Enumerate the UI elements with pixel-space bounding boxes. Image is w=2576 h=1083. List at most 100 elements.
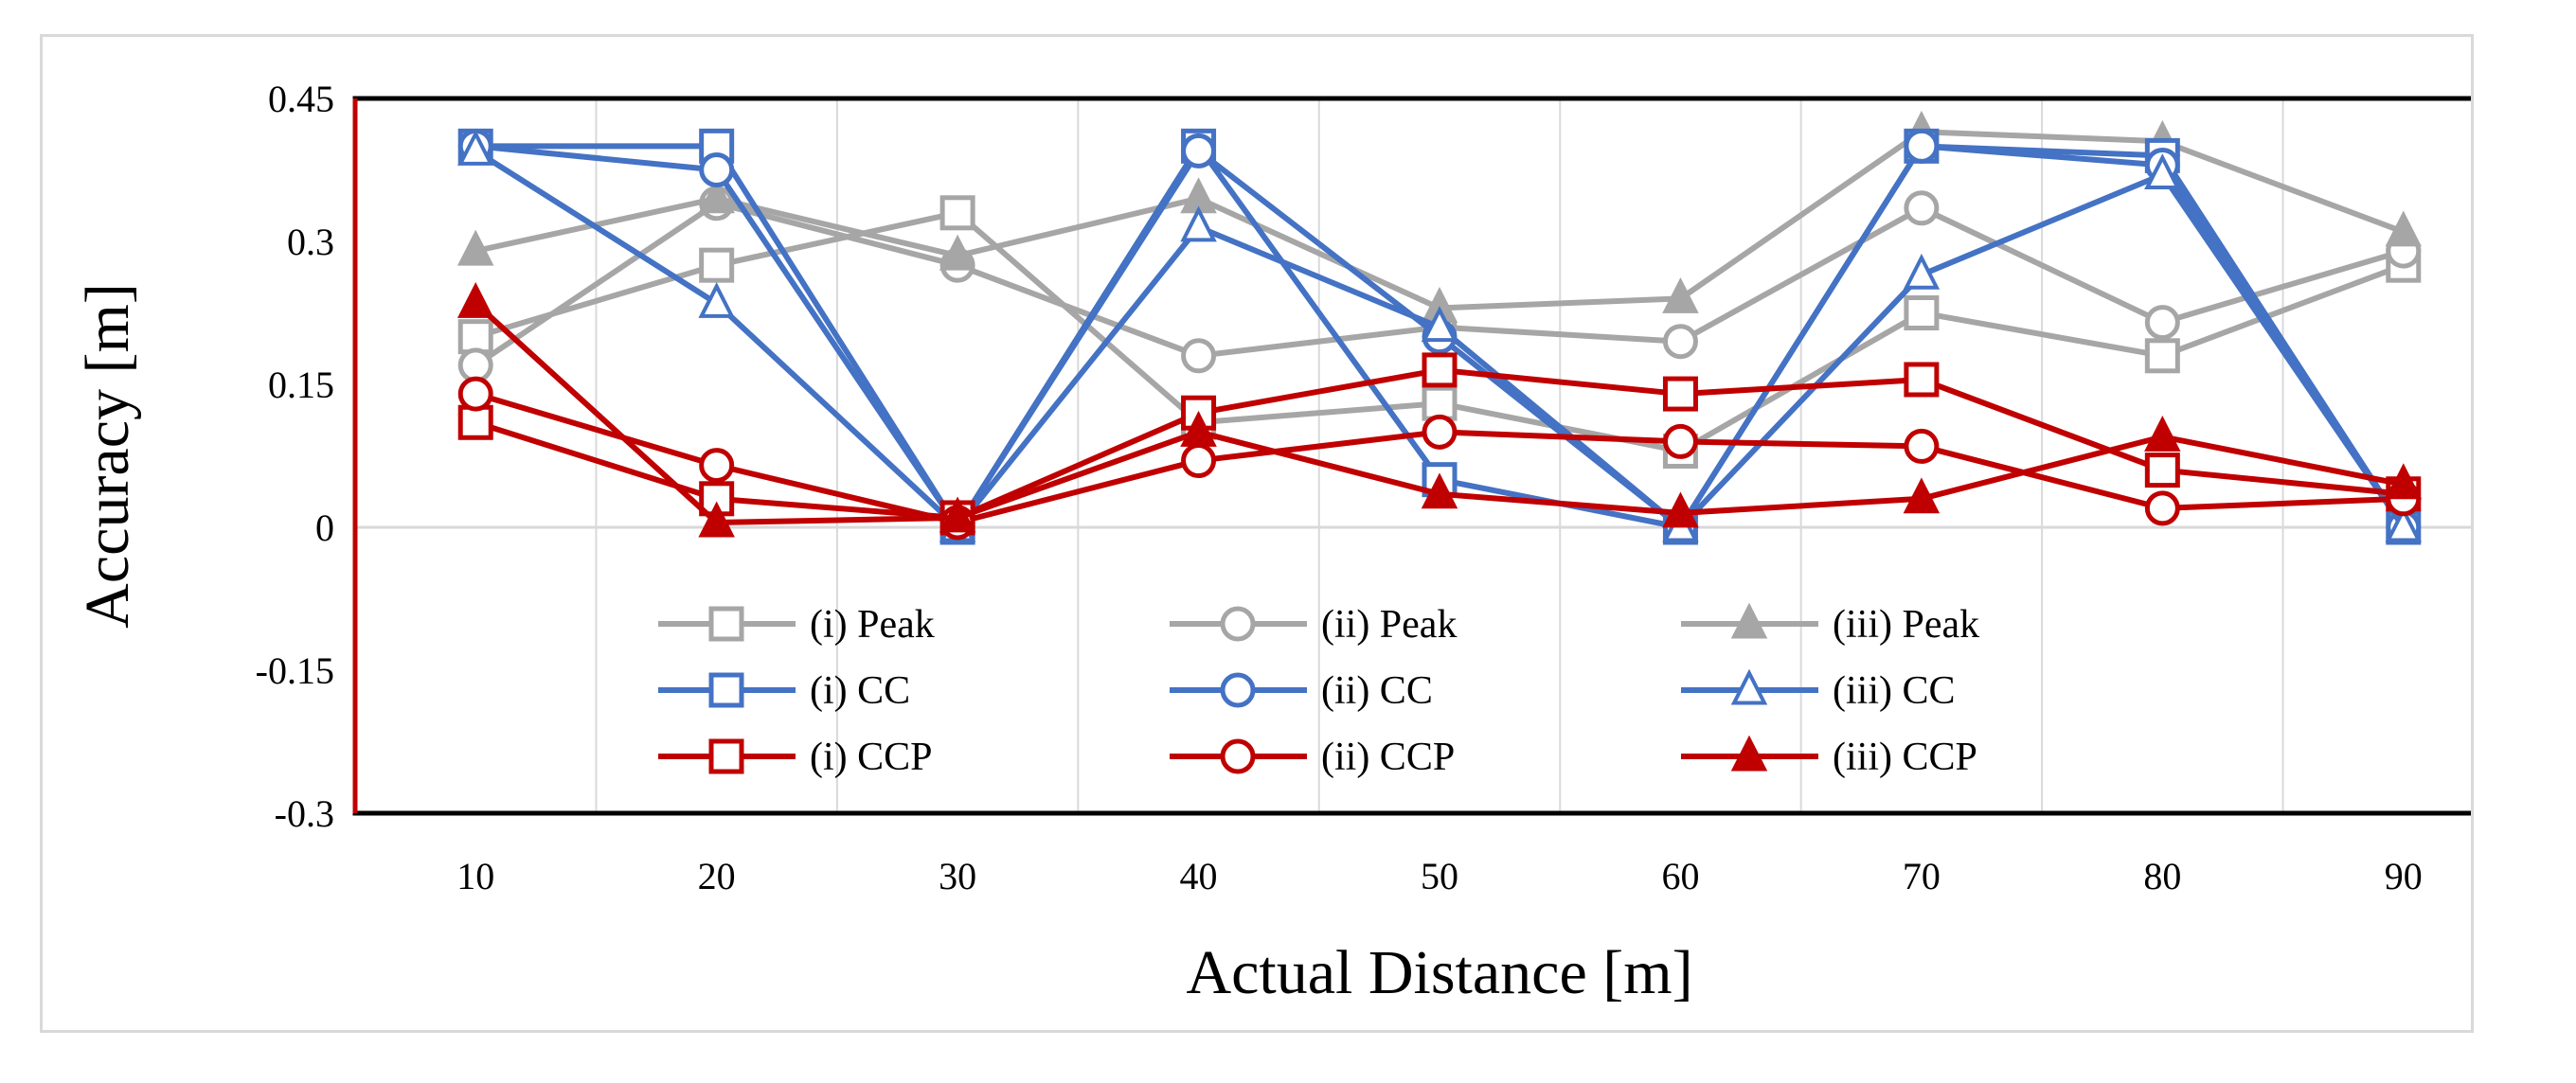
data-point — [1903, 477, 1941, 514]
x-tick-labels: 10 20 30 40 50 60 70 80 90 — [456, 855, 2423, 897]
data-point — [2385, 506, 2423, 542]
legend-swatch-marker — [1220, 606, 1256, 642]
data-point — [2385, 463, 2423, 500]
legend-label: (ii) CC — [1321, 669, 1433, 713]
legend-swatch-marker — [708, 672, 744, 708]
data-point — [1904, 362, 1940, 398]
data-point — [457, 376, 493, 412]
x-tick-label: 50 — [1421, 855, 1458, 897]
legend: (i) Peak (ii) Peak (iii) Peak (i) CC (ii) CC… — [658, 602, 1979, 779]
legend-entry: (ii) Peak — [1170, 603, 1457, 647]
data-point — [2144, 490, 2180, 526]
data-point — [1181, 133, 1217, 169]
data-point — [1180, 205, 1217, 242]
x-tick-label: 60 — [1661, 855, 1699, 897]
data-point — [457, 347, 493, 383]
x-tick-label: 30 — [939, 855, 976, 897]
data-point — [1422, 414, 1458, 450]
data-point — [699, 448, 735, 484]
data-point — [698, 501, 735, 538]
series-2 — [456, 110, 2423, 323]
data-point — [1181, 443, 1217, 479]
legend-entry: (ii) CC — [1170, 669, 1433, 713]
y-tick-label: 0.15 — [268, 364, 334, 406]
x-tick-label: 80 — [2143, 855, 2181, 897]
data-point — [2144, 305, 2180, 341]
data-point — [1904, 190, 1940, 226]
y-tick-label: 0.45 — [268, 78, 334, 120]
data-point — [699, 247, 735, 283]
x-tick-label: 90 — [2385, 855, 2423, 897]
data-point — [1662, 491, 1699, 528]
legend-label: (ii) Peak — [1321, 603, 1457, 647]
y-tick-label: -0.3 — [275, 792, 334, 835]
legend-entry: (iii) CCP — [1681, 735, 1977, 779]
legend-entry: (ii) CCP — [1170, 736, 1455, 779]
legend-label: (i) Peak — [810, 603, 935, 647]
chart-frame: 0.45 0.3 0.15 0 -0.15 -0.3 10 20 30 40 50 60 70 80 90… — [40, 34, 2474, 1033]
data-point — [1421, 306, 1458, 343]
data-point — [939, 195, 975, 231]
data-point — [939, 234, 976, 271]
legend-swatch-marker — [708, 738, 744, 774]
data-point — [1662, 324, 1698, 360]
legend-entry: (i) CCP — [658, 736, 933, 779]
legend-swatch-marker — [1220, 672, 1256, 708]
legend-label: (ii) CCP — [1321, 736, 1455, 779]
y-tick-label: 0 — [315, 506, 334, 549]
series-7 — [457, 376, 2422, 541]
y-tick-label: -0.15 — [256, 649, 334, 692]
legend-entry: (i) CC — [658, 669, 910, 713]
series-8 — [456, 282, 2423, 538]
series-0 — [457, 195, 2422, 469]
line-chart: 0.45 0.3 0.15 0 -0.15 -0.3 10 20 30 40 50 60 70 80 90… — [73, 78, 2471, 1007]
legend-label: (iii) CC — [1833, 669, 1956, 713]
legend-swatch-marker — [1730, 602, 1768, 639]
data-point — [1422, 385, 1458, 421]
data-point — [698, 282, 735, 318]
data-point — [2144, 153, 2181, 190]
legend-swatch-marker — [1220, 738, 1256, 774]
data-point — [456, 282, 494, 318]
data-point — [1180, 410, 1217, 447]
data-point — [2144, 415, 2181, 452]
legend-label: (i) CC — [810, 669, 910, 713]
legend-swatch-marker — [1730, 668, 1768, 705]
data-point — [456, 229, 494, 266]
y-tick-label: 0.3 — [287, 221, 334, 263]
data-point — [1662, 423, 1698, 459]
data-point — [1662, 376, 1698, 412]
x-tick-label: 20 — [698, 855, 736, 897]
legend-swatch-marker — [1730, 735, 1768, 772]
legend-swatch-marker — [708, 606, 744, 642]
legend-label: (iii) Peak — [1833, 603, 1979, 647]
data-point — [1904, 128, 1940, 164]
data-point — [1422, 352, 1458, 388]
data-point — [1904, 428, 1940, 464]
y-axis-title: Accuracy [m] — [73, 283, 142, 629]
data-point — [939, 496, 976, 533]
data-point — [1662, 276, 1699, 313]
data-point — [2385, 210, 2423, 247]
data-point — [1903, 253, 1941, 290]
data-point — [699, 152, 735, 187]
x-tick-label: 40 — [1180, 855, 1218, 897]
data-point — [1421, 472, 1458, 509]
data-point — [2144, 338, 2180, 374]
y-tick-labels: 0.45 0.3 0.15 0 -0.15 -0.3 — [256, 78, 334, 835]
data-point — [698, 177, 735, 214]
x-tick-label: 10 — [456, 855, 494, 897]
legend-entry: (i) Peak — [658, 603, 935, 647]
data-point — [457, 319, 493, 355]
legend-label: (i) CCP — [810, 736, 933, 779]
data-point — [456, 129, 494, 166]
x-tick-label: 70 — [1903, 855, 1941, 897]
series-layer — [456, 110, 2423, 545]
data-point — [2144, 453, 2180, 488]
data-point — [457, 404, 493, 440]
legend-entry: (iii) Peak — [1681, 602, 1979, 647]
data-point — [1181, 338, 1217, 374]
x-axis-title: Actual Distance [m] — [1186, 938, 1692, 1007]
legend-entry: (iii) CC — [1681, 668, 1956, 713]
data-point — [1904, 295, 1940, 330]
